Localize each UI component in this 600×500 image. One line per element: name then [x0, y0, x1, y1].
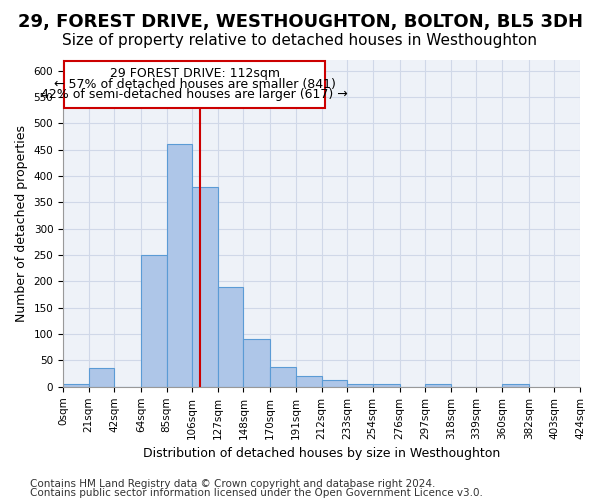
Bar	[192, 186, 218, 387]
Bar	[89, 368, 114, 387]
FancyBboxPatch shape	[64, 61, 325, 108]
Text: Contains HM Land Registry data © Crown copyright and database right 2024.: Contains HM Land Registry data © Crown c…	[30, 479, 436, 489]
Bar	[322, 380, 347, 387]
Bar	[502, 384, 529, 387]
Bar	[347, 384, 373, 387]
Text: Size of property relative to detached houses in Westhoughton: Size of property relative to detached ho…	[62, 32, 538, 48]
Bar	[373, 384, 400, 387]
Bar	[244, 340, 271, 387]
Text: 29, FOREST DRIVE, WESTHOUGHTON, BOLTON, BL5 3DH: 29, FOREST DRIVE, WESTHOUGHTON, BOLTON, …	[17, 12, 583, 30]
Bar	[218, 286, 244, 387]
Text: 29 FOREST DRIVE: 112sqm: 29 FOREST DRIVE: 112sqm	[110, 68, 280, 80]
Text: ← 57% of detached houses are smaller (841): ← 57% of detached houses are smaller (84…	[54, 78, 335, 91]
Text: 42% of semi-detached houses are larger (617) →: 42% of semi-detached houses are larger (…	[41, 88, 348, 102]
Bar	[167, 144, 192, 387]
Bar	[296, 376, 322, 387]
Bar	[425, 384, 451, 387]
Bar	[271, 367, 296, 387]
X-axis label: Distribution of detached houses by size in Westhoughton: Distribution of detached houses by size …	[143, 447, 500, 460]
Text: Contains public sector information licensed under the Open Government Licence v3: Contains public sector information licen…	[30, 488, 483, 498]
Y-axis label: Number of detached properties: Number of detached properties	[15, 125, 28, 322]
Bar	[63, 384, 89, 387]
Bar	[141, 255, 167, 387]
